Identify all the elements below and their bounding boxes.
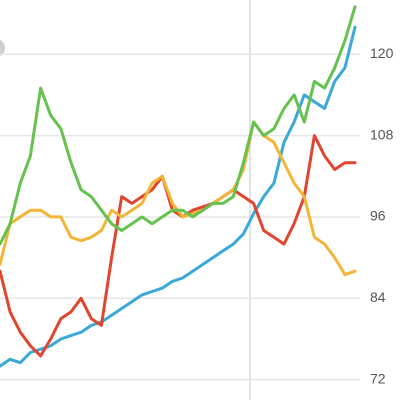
handle — [0, 39, 5, 57]
y-tick-label: 72 — [370, 370, 386, 386]
y-tick-label: 84 — [370, 289, 386, 305]
series-line — [0, 134, 357, 358]
series-line — [0, 25, 357, 368]
y-tick-label: 108 — [370, 126, 394, 142]
y-tick-label: 120 — [370, 45, 394, 61]
series-line — [0, 120, 357, 277]
series-line — [0, 5, 357, 246]
y-tick-label: 96 — [370, 208, 386, 224]
